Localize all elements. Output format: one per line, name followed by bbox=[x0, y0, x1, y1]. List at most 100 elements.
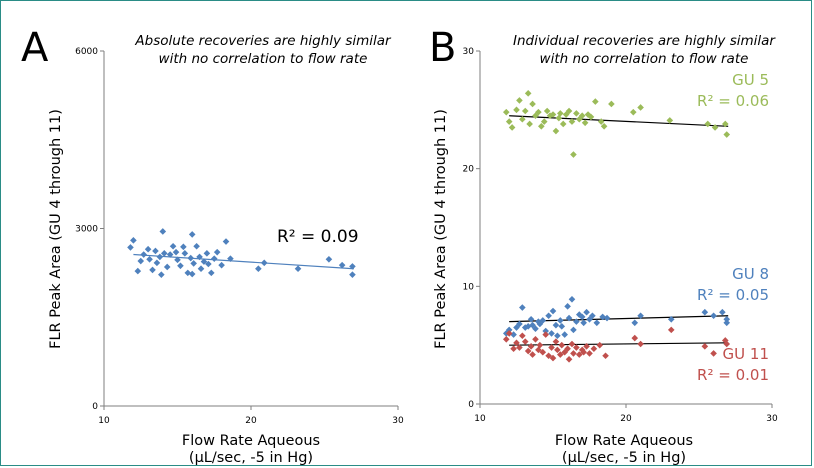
data-point-series0 bbox=[149, 266, 156, 274]
data-point-gu11 bbox=[552, 338, 560, 345]
data-point-gu8 bbox=[701, 308, 709, 316]
data-point-gu11 bbox=[637, 340, 644, 348]
data-point-gu8 bbox=[564, 303, 571, 310]
data-point-gu11 bbox=[557, 351, 564, 358]
data-point-series0 bbox=[205, 260, 212, 268]
data-point-gu11 bbox=[565, 355, 573, 363]
x-tick-label: 10 bbox=[474, 414, 486, 424]
data-point-gu8 bbox=[603, 314, 611, 322]
data-point-gu8 bbox=[527, 315, 535, 323]
data-point-series0 bbox=[158, 271, 165, 278]
y-tick-label: 30 bbox=[463, 47, 475, 57]
data-point-series0 bbox=[159, 228, 167, 235]
data-point-series0 bbox=[187, 254, 195, 262]
data-point-series0 bbox=[140, 251, 147, 258]
data-point-gu8 bbox=[510, 331, 517, 338]
data-point-series0 bbox=[193, 242, 200, 250]
data-point-gu8 bbox=[519, 304, 526, 311]
data-point-gu8 bbox=[710, 312, 717, 320]
data-point-series0 bbox=[210, 255, 218, 262]
data-point-gu11 bbox=[564, 345, 571, 352]
series-gu8-r2-annotation: R² = 0.05 bbox=[697, 286, 769, 304]
data-point-gu5 bbox=[600, 123, 608, 130]
panel-b-letter: B bbox=[429, 25, 456, 71]
y-tick-label: 6000 bbox=[75, 47, 98, 57]
data-point-gu8 bbox=[532, 325, 539, 332]
data-point-gu5 bbox=[630, 108, 637, 116]
data-point-gu8 bbox=[545, 312, 552, 320]
data-point-gu11 bbox=[723, 340, 731, 348]
data-point-series0 bbox=[169, 242, 177, 250]
data-point-series0 bbox=[190, 260, 197, 267]
panel-a-y-axis-title: FLR Peak Area (GU 4 through 11) bbox=[48, 109, 64, 349]
data-point-gu8 bbox=[580, 319, 587, 327]
data-point-series0 bbox=[208, 269, 215, 277]
x-tick-label: 30 bbox=[766, 414, 778, 424]
trendline-gu11 bbox=[509, 342, 729, 346]
data-point-gu11 bbox=[575, 351, 583, 358]
data-point-gu11 bbox=[558, 341, 566, 349]
data-point-gu11 bbox=[519, 332, 526, 340]
data-point-gu11 bbox=[527, 343, 535, 350]
data-point-gu8 bbox=[558, 323, 566, 330]
data-point-gu8 bbox=[565, 314, 573, 322]
y-tick-label: 3000 bbox=[75, 225, 98, 235]
data-point-gu8 bbox=[513, 324, 520, 331]
data-point-series0 bbox=[144, 245, 152, 253]
data-point-series0 bbox=[227, 255, 234, 262]
data-point-gu11 bbox=[536, 341, 544, 349]
series-gu5-r2-annotation: R² = 0.06 bbox=[697, 92, 769, 110]
data-point-gu11 bbox=[524, 347, 532, 355]
trendline-gu5 bbox=[509, 115, 729, 127]
data-point-series0 bbox=[160, 250, 168, 257]
data-point-series0 bbox=[222, 238, 230, 245]
data-point-gu5 bbox=[540, 118, 548, 125]
data-point-series0 bbox=[218, 261, 225, 269]
data-point-gu5 bbox=[516, 97, 523, 104]
data-point-series0 bbox=[197, 265, 205, 273]
data-point-gu5 bbox=[513, 106, 520, 114]
data-point-series0 bbox=[200, 258, 208, 265]
data-point-gu11 bbox=[602, 352, 609, 360]
data-point-gu5 bbox=[723, 131, 731, 138]
series-gu11-r2-annotation: R² = 0.01 bbox=[697, 366, 769, 384]
data-point-gu5 bbox=[721, 120, 729, 128]
data-point-series0 bbox=[146, 255, 153, 263]
data-point-gu5 bbox=[637, 104, 644, 111]
data-point-gu11 bbox=[631, 334, 639, 342]
data-point-gu8 bbox=[723, 319, 731, 327]
data-point-gu8 bbox=[667, 315, 675, 323]
panel-a-x-axis-title-line2: (μL/sec, -5 in Hg) bbox=[189, 450, 313, 466]
data-point-series0 bbox=[134, 267, 142, 275]
data-point-gu5 bbox=[535, 108, 542, 116]
data-point-gu11 bbox=[710, 350, 717, 357]
data-point-gu8 bbox=[573, 318, 580, 325]
data-point-gu8 bbox=[589, 312, 596, 320]
panel-b-x-axis-title-line2: (μL/sec, -5 in Hg) bbox=[562, 450, 686, 466]
data-point-gu11 bbox=[554, 346, 561, 354]
data-point-gu5 bbox=[543, 107, 551, 115]
data-point-series0 bbox=[153, 259, 161, 267]
data-point-gu5 bbox=[502, 108, 510, 116]
x-tick-label: 10 bbox=[98, 416, 110, 426]
panel-b: B Individual recoveries are highly simil… bbox=[429, 25, 776, 466]
data-point-series0 bbox=[180, 243, 187, 251]
data-point-gu11 bbox=[570, 350, 577, 357]
data-point-gu11 bbox=[539, 348, 547, 356]
data-point-gu11 bbox=[513, 339, 520, 347]
data-point-gu8 bbox=[637, 312, 644, 320]
y-tick-label: 10 bbox=[463, 282, 475, 292]
series-gu11-name-label: GU 11 bbox=[723, 345, 769, 363]
data-point-series0 bbox=[349, 271, 356, 278]
data-point-series0 bbox=[188, 231, 196, 238]
data-point-series0 bbox=[196, 253, 203, 261]
data-point-gu8 bbox=[542, 327, 549, 335]
data-point-gu11 bbox=[549, 354, 557, 362]
x-tick-label: 20 bbox=[620, 414, 632, 424]
data-point-series0 bbox=[127, 244, 134, 251]
panel-b-y-axis-title: FLR Peak Area (GU 4 through 11) bbox=[433, 109, 449, 349]
data-point-series0 bbox=[188, 270, 196, 278]
data-point-series0 bbox=[338, 261, 346, 269]
